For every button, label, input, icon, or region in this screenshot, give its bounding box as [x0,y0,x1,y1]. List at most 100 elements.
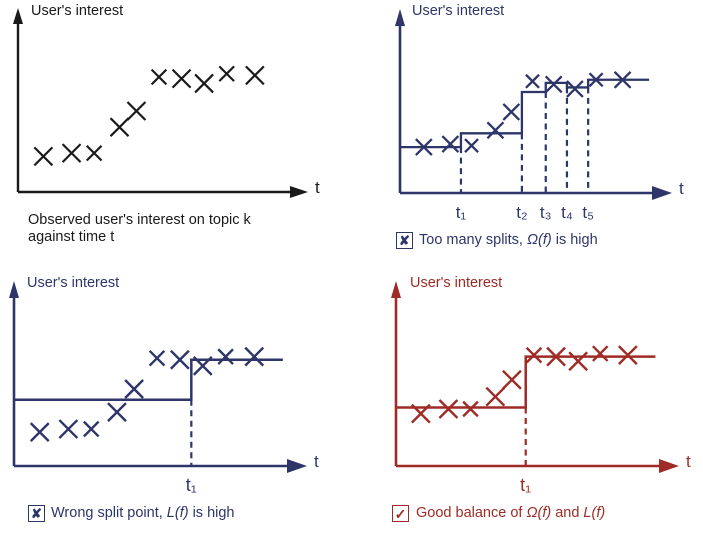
cross-marker-icon: ✘ [396,232,413,249]
data-point [568,351,589,372]
data-point [82,420,100,438]
y-axis [395,9,405,193]
x-axis-label: t [315,178,320,197]
data-point [485,386,506,407]
data-point [194,73,214,94]
data-point [546,346,566,367]
data-point [107,402,127,422]
good-balance-panel: t₁ User's interest t [372,270,703,534]
y-axis [13,8,23,192]
data-point-group [33,65,265,167]
cross-marker-icon: ✘ [28,505,45,522]
data-point [462,400,479,418]
split-tick-label: t₁ [520,475,531,495]
data-point [410,403,431,424]
data-point [61,143,82,163]
y-axis-label: User's interest [27,275,120,291]
caption-prefix: Too many splits, [419,232,527,248]
data-point [464,138,479,153]
data-point [218,65,235,82]
wrong-split-point-panel: t₁ User's interest t [0,270,360,534]
data-point [613,70,632,89]
data-point [244,346,265,367]
data-point [525,346,543,364]
caption-suffix: is high [188,505,235,521]
x-axis-label: t [314,452,319,471]
data-point [544,75,563,94]
panel-b-caption: ✘ Too many splits, Ω(f) is high [396,232,598,249]
y-axis-label: User's interest [412,3,505,19]
split-tick-label: t₅ [582,203,594,222]
data-point [126,101,147,121]
split-tick-label: t₂ [516,203,527,222]
split-tick-labels: t₁ [186,475,197,495]
panel-a-caption: Observed user's interest on topic k agai… [28,212,251,245]
data-point [109,117,130,137]
observed-data-panel: User's interest t Observed user's intere… [0,0,360,267]
data-point [33,146,54,167]
data-point [438,399,459,419]
y-axis-label: User's interest [410,275,503,291]
data-point [617,345,638,365]
data-point [245,65,265,86]
step-path [400,78,650,149]
data-point [486,121,505,140]
step-path [14,358,283,402]
data-point [171,68,192,89]
x-axis-label: t [679,179,684,198]
x-axis [18,186,308,198]
panel-c-chart: t₁ [9,281,307,495]
check-marker-icon: ✓ [392,505,409,522]
y-axis-label: User's interest [31,3,124,19]
split-tick-labels: t₁ [520,475,531,495]
split-tick-label: t₁ [456,203,467,222]
split-tick-label: t₁ [186,475,197,495]
data-point [502,103,521,121]
loss-symbol: L(f) [583,505,606,521]
split-tick-labels: t₁ t₂ t₃ t₄ t₅ [456,203,594,222]
caption-text: Too many splits, Ω(f) is high [419,232,598,249]
data-point [124,379,144,399]
caption-middle: and [551,505,584,521]
data-point [525,73,540,89]
data-point [29,422,50,442]
omega-symbol: Ω(f) [527,232,552,248]
data-point-group [29,346,265,442]
data-point [592,345,609,362]
caption-prefix: Wrong split point, [51,505,167,521]
data-point [192,356,213,376]
data-point [58,419,79,439]
y-axis [391,281,401,466]
caption-text: Wrong split point, L(f) is high [51,505,235,522]
step-path [396,355,656,409]
data-point-group [415,70,632,156]
step-function [400,78,650,149]
caption-suffix: is high [551,232,598,248]
split-tick-label: t₃ [540,203,552,222]
data-point [415,138,433,156]
panel-d-chart: t₁ [391,281,679,495]
x-axis-label: t [686,452,691,471]
step-function [14,358,283,402]
x-axis [14,459,307,473]
data-point [85,144,103,162]
data-point [502,369,522,390]
data-point-group [410,345,638,424]
data-point [217,348,234,365]
data-point [150,68,168,86]
data-point [170,349,190,370]
caption-text: Good balance of Ω(f) and L(f) [416,505,605,522]
y-axis [9,281,19,466]
too-many-splits-panel: t₁ t₂ t₃ t₄ t₅ User's interest t [390,0,703,267]
caption-prefix: Good balance of [416,505,527,521]
loss-symbol: L(f) [166,505,189,521]
split-tick-label: t₄ [561,203,573,222]
x-axis [400,186,672,200]
panel-b-chart: t₁ t₂ t₃ t₄ t₅ [395,9,672,222]
omega-symbol: Ω(f) [526,505,552,521]
data-point [441,135,460,153]
data-point [566,80,584,98]
data-point [588,72,604,88]
panel-d-caption: ✓ Good balance of Ω(f) and L(f) [392,505,605,522]
